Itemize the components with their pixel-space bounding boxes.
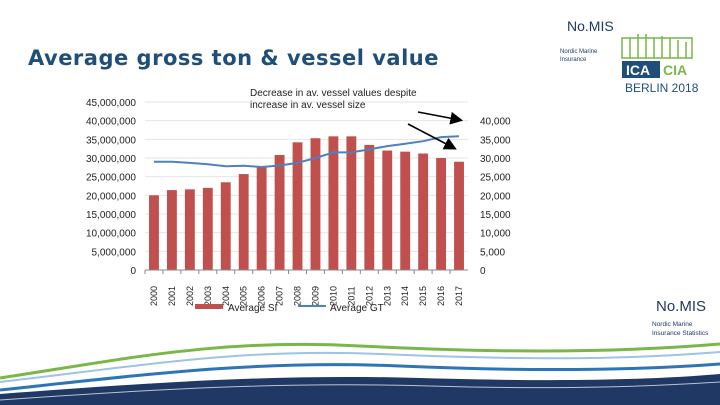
- x-tick-label: 2017: [454, 286, 464, 306]
- left-tick-label: 35,000,000: [86, 135, 136, 146]
- legend-label-average-si: Average SI: [228, 303, 277, 314]
- left-tick-label: 45,000,000: [86, 98, 136, 109]
- x-tick-label: 2015: [418, 286, 428, 306]
- brand-top-sub: Nordic Marine Insurance: [560, 49, 598, 63]
- wave-highlight: [0, 381, 720, 401]
- x-tick-label: 2008: [293, 286, 303, 306]
- bar-2015: [418, 153, 429, 270]
- wave-navy-fill: [0, 374, 720, 405]
- ica-cia-berlin-logo: ICA CIA BERLIN 2018: [621, 34, 699, 95]
- x-tick-label: 2010: [328, 286, 338, 306]
- left-tick-label: 10,000,000: [86, 229, 136, 240]
- right-axis-ticks: 0 5,000 10,000 15,000 20,000 25,000 30,000 35,0…: [480, 117, 511, 277]
- x-tick-label: 2002: [185, 286, 195, 306]
- bar-2009: [310, 138, 321, 270]
- x-tick-label: 2011: [346, 286, 356, 305]
- bar-series-average-si: [149, 136, 464, 270]
- x-tick-label: 2001: [167, 286, 177, 306]
- logo-cia-text: CIA: [663, 62, 687, 78]
- bar-2017: [454, 161, 464, 270]
- left-tick-label: 5,000,000: [92, 247, 137, 258]
- x-tick-label: 2005: [239, 286, 249, 306]
- bar-2000: [149, 195, 159, 270]
- bar-2016: [436, 158, 447, 270]
- brand-bottom: No.MIS: [656, 298, 707, 315]
- x-axis-ticks: 2000 2001 2002 2003 2004 2005 2006 2007 2008 2009…: [144, 270, 464, 306]
- bar-2007: [274, 155, 285, 270]
- logo-building-icon: [621, 34, 693, 59]
- bar-2010: [328, 136, 339, 270]
- bar-2014: [400, 151, 411, 270]
- slide-title: Average gross ton & vessel value: [28, 46, 439, 70]
- chart-legend: Average SI Average GT: [195, 303, 384, 314]
- bar-2003: [202, 187, 213, 270]
- x-tick-label: 2004: [221, 286, 231, 306]
- x-tick-label: 2007: [275, 286, 285, 306]
- bar-2012: [364, 144, 375, 270]
- x-tick-label: 2009: [310, 286, 320, 306]
- x-tick-label: 2012: [364, 286, 374, 306]
- legend-label-average-gt: Average GT: [330, 303, 384, 314]
- right-tick-label: 40,000: [480, 117, 511, 128]
- right-tick-label: 5,000: [480, 247, 505, 258]
- chart-annotation: Decrease in av. vessel values despite in…: [250, 88, 417, 111]
- right-tick-label: 25,000: [480, 173, 511, 184]
- x-tick-label: 2000: [149, 286, 159, 306]
- legend-swatch-average-si: [195, 304, 223, 309]
- left-tick-label: 0: [130, 266, 136, 277]
- logo-city-text: BERLIN 2018: [625, 81, 699, 95]
- bar-2011: [346, 136, 357, 270]
- wave-blue: [0, 362, 720, 392]
- annotation-arrow-value: [407, 123, 457, 150]
- logo-ica-block: [622, 61, 660, 78]
- logo-ica-text: ICA: [626, 62, 650, 78]
- bar-2004: [220, 182, 231, 270]
- right-tick-label: 30,000: [480, 154, 511, 165]
- x-tick-label: 2003: [203, 286, 213, 306]
- bar-2002: [184, 189, 195, 270]
- left-tick-label: 15,000,000: [86, 210, 136, 221]
- footer-wave-decoration: [0, 342, 720, 405]
- bar-2005: [238, 174, 249, 270]
- right-tick-label: 35,000: [480, 135, 511, 146]
- x-tick-label: 2014: [400, 286, 410, 306]
- left-tick-label: 40,000,000: [86, 117, 136, 128]
- annotation-arrow-size: [417, 111, 464, 125]
- brand-top: No.MIS: [567, 18, 614, 34]
- left-axis-ticks: 0 5,000,000 10,000,000 15,000,000 20,000,000…: [86, 98, 137, 277]
- x-tick-label: 2013: [382, 286, 392, 306]
- right-tick-label: 20,000: [480, 191, 511, 202]
- bar-2006: [256, 166, 267, 270]
- bar-2001: [166, 190, 177, 270]
- bar-2013: [382, 150, 393, 270]
- right-tick-label: 10,000: [480, 229, 511, 240]
- left-tick-label: 20,000,000: [86, 191, 136, 202]
- left-tick-label: 25,000,000: [86, 173, 136, 184]
- brand-bottom-sub: Nordic Marine Insurance Statistics: [652, 321, 709, 337]
- wave-green: [0, 342, 720, 380]
- x-tick-label: 2016: [436, 286, 446, 306]
- right-tick-label: 0: [480, 266, 486, 277]
- x-tick-label: 2006: [257, 286, 267, 306]
- left-tick-label: 30,000,000: [86, 154, 136, 165]
- wave-light-blue: [0, 351, 720, 383]
- line-series-average-gt: [154, 135, 460, 169]
- right-tick-label: 15,000: [480, 210, 511, 221]
- bar-2008: [292, 142, 303, 270]
